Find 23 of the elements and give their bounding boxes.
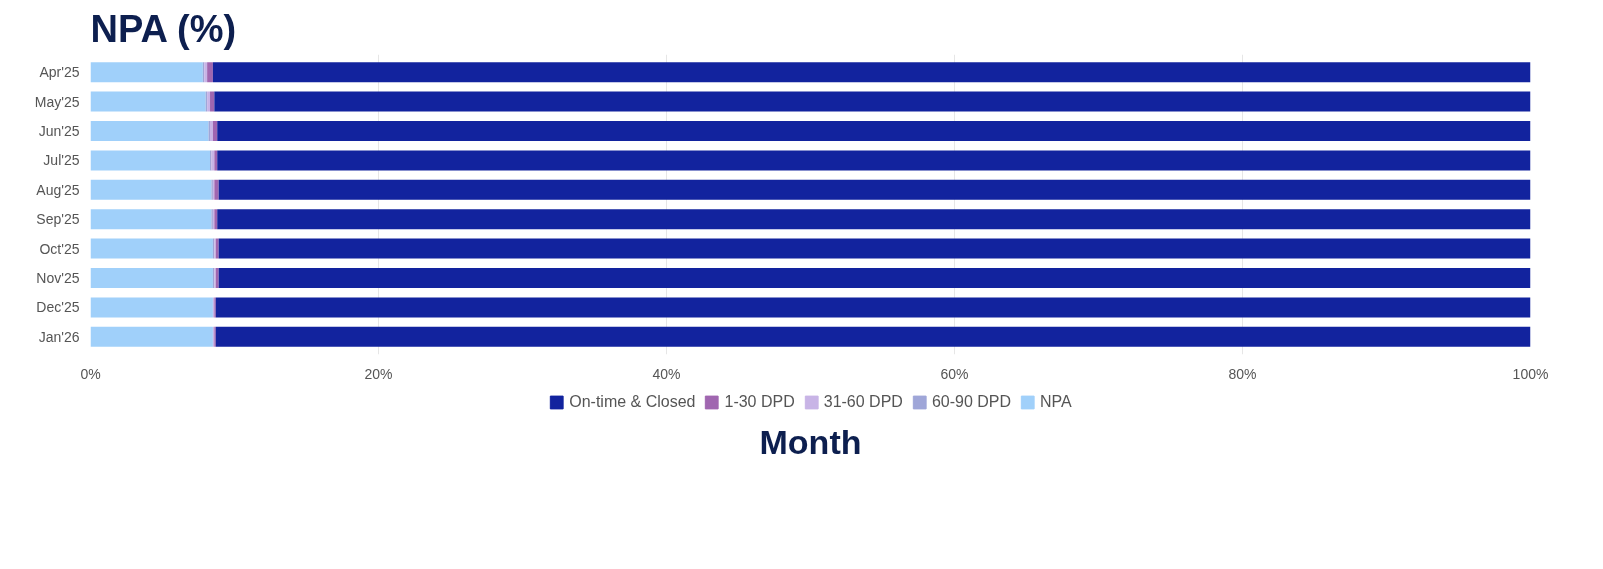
y-tick-label: Jan'26 [38, 328, 80, 345]
x-tick-label: 0% [80, 365, 101, 382]
y-tick-label: Sep'25 [36, 211, 80, 228]
legend-label: NPA [1040, 393, 1072, 411]
y-tick-label: Nov'25 [36, 270, 80, 287]
y-tick-label: Aug'25 [36, 181, 80, 198]
y-tick-label: Jul'25 [43, 152, 80, 169]
y-tick-label: Oct'25 [39, 240, 80, 257]
x-tick-label: 80% [1228, 365, 1257, 382]
x-axis-title: Month [759, 422, 862, 461]
x-tick-label: 20% [364, 365, 393, 382]
y-tick-label: Dec'25 [36, 299, 80, 316]
chart-title: NPA (%) [90, 7, 237, 50]
legend-label: 60-90 DPD [931, 393, 1012, 411]
legend-label: On-time & Closed [569, 393, 696, 411]
y-tick-label: Jun'25 [38, 122, 80, 139]
x-tick-label: 60% [940, 365, 969, 382]
legend-label: 31-60 DPD [823, 393, 903, 411]
x-tick-label: 40% [652, 365, 681, 382]
y-tick-label: Apr'25 [39, 64, 80, 81]
y-tick-label: May'25 [34, 93, 80, 110]
legend-label: 1-30 DPD [724, 393, 795, 411]
x-tick-label: 100% [1512, 365, 1549, 382]
